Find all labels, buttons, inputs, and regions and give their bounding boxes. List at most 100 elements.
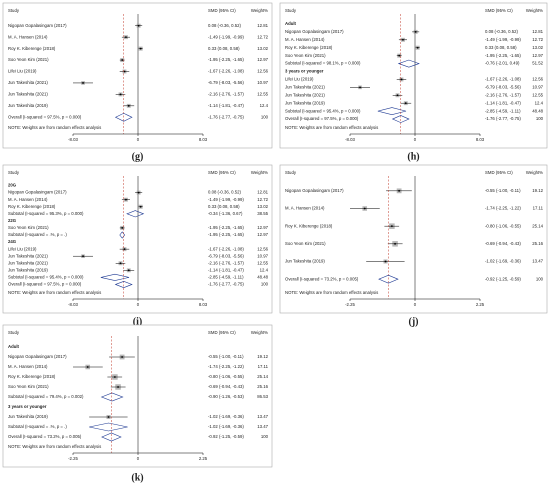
- x-tick-label: 0: [137, 456, 140, 461]
- weight-label: 12.72: [257, 34, 268, 39]
- note: NOTE: Weights are from random effects an…: [8, 444, 101, 449]
- study-label: Jun Takeshita (2021): [8, 92, 48, 97]
- study-label: Roy K. Kiberenge (2018): [8, 46, 56, 51]
- study-label: Subtotal (I-squared = 95.4%, p = 0.000): [8, 275, 84, 280]
- study-label: Jun Takeshita (2019): [8, 103, 48, 108]
- ci-label: 0.33 (0.08, 0.58): [208, 46, 240, 51]
- summary-diamond: [391, 115, 410, 123]
- x-tick-label: 8.03: [476, 137, 485, 142]
- summary-diamond: [89, 422, 128, 432]
- subgroup-heading: 24G: [8, 239, 17, 244]
- weight-label: 48.48: [532, 108, 543, 113]
- study-label: Soo Yeon Kim (2021): [8, 225, 49, 230]
- ci-label: -1.14 (-1.81, -0.47): [485, 100, 521, 105]
- study-label: Jun Takeshita (2019): [8, 414, 48, 419]
- study-label: Lifei Liu (2019): [285, 77, 314, 82]
- weight-label: 12.97: [257, 232, 268, 237]
- weight-label: 12.97: [257, 225, 268, 230]
- column-header: SMD (95% CI): [208, 330, 236, 335]
- point-estimate: [390, 225, 393, 228]
- ci-label: -1.02 (-1.69, -0.36): [208, 424, 244, 429]
- panel-label: (g): [132, 151, 144, 162]
- weight-label: 25.16: [257, 384, 268, 389]
- ci-label: 0.08 (-0.36, 0.52): [208, 23, 242, 28]
- weight-label: 48.48: [257, 275, 268, 280]
- study-label: Subtotal (I-squared = 79.4%, p = 0.002): [8, 394, 84, 399]
- ci-label: -0.90 (-1.26, -0.53): [208, 394, 244, 399]
- ci-label: -1.67 (-2.26, -1.08): [208, 69, 244, 74]
- summary-diamond: [114, 280, 133, 288]
- study-label: Overall (I-squared = 97.5%, p = 0.000): [285, 116, 359, 121]
- point-estimate: [139, 205, 142, 208]
- study-label: Jun Takeshita (2019): [285, 100, 325, 105]
- study-label: Subtotal (I-squared = .%, p = .): [8, 424, 67, 429]
- ci-label: -6.79 (-8.03, -5.56): [208, 253, 244, 258]
- point-estimate: [82, 255, 84, 258]
- point-estimate: [123, 70, 126, 73]
- weight-label: 25.16: [532, 241, 543, 246]
- note: NOTE: Weights are from random effects an…: [285, 290, 378, 295]
- ci-label: -0.92 (-1.25, -0.59): [208, 434, 244, 439]
- ci-label: -1.76 (-2.77, -0.75): [485, 116, 521, 121]
- summary-diamond: [397, 59, 420, 68]
- ci-label: -0.69 (-0.94, -0.43): [208, 384, 244, 389]
- weight-label: 10.97: [532, 84, 543, 89]
- x-tick-label: 0: [414, 137, 417, 142]
- study-label: Overall (I-squared = 73.2%, p = 0.005): [8, 434, 82, 439]
- weight-label: 12.56: [257, 69, 268, 74]
- weight-label: 19.12: [257, 354, 268, 359]
- column-header: Weight%: [251, 8, 268, 13]
- ci-label: -1.67 (-2.26, -1.08): [485, 77, 521, 82]
- panel-label: (h): [407, 151, 419, 162]
- ci-label: -2.85 (-4.59, -1.11): [485, 108, 521, 113]
- weight-label: 100: [261, 114, 269, 119]
- point-estimate: [113, 376, 116, 378]
- weight-label: 13.02: [257, 204, 268, 209]
- column-header: Study: [8, 330, 20, 335]
- weight-label: 12.55: [532, 92, 543, 97]
- study-label: Nigopan Gopalasingam (2017): [285, 188, 344, 193]
- weight-label: 19.12: [532, 188, 543, 193]
- ci-label: 0.33 (0.08, 0.58): [208, 204, 240, 209]
- study-label: Soo Yeon Kim (2021): [8, 384, 49, 389]
- note: NOTE: Weights are from random effects an…: [8, 125, 101, 130]
- study-label: Soo Yeon Kim (2021): [8, 57, 49, 62]
- column-header: SMD (95% CI): [208, 8, 236, 13]
- study-label: M. A. Hansen (2014): [285, 206, 325, 211]
- weight-label: 12.55: [257, 92, 268, 97]
- panel-label: (j): [409, 316, 419, 327]
- point-estimate: [119, 93, 122, 96]
- summary-diamond: [378, 274, 399, 284]
- ci-label: -0.55 (-1.00, -0.11): [485, 188, 521, 193]
- point-estimate: [125, 198, 127, 201]
- x-tick-label: 0: [414, 302, 417, 307]
- point-estimate: [137, 24, 140, 27]
- weight-label: 12.81: [257, 190, 268, 195]
- ci-label: -1.76 (-2.77, -0.75): [208, 282, 244, 287]
- point-estimate: [139, 47, 142, 50]
- column-header: Study: [8, 8, 20, 13]
- study-label: Overall (I-squared = 97.5%, p = 0.000): [8, 282, 82, 287]
- study-label: Jun Takeshita (2019): [285, 259, 325, 264]
- ci-label: 0.08 (-0.36, 0.52): [208, 190, 242, 195]
- ci-label: -0.69 (-0.94, -0.43): [485, 241, 521, 246]
- ci-label: -1.95 (-2.25, -1.65): [208, 232, 244, 237]
- ci-label: -0.80 (-1.06, -0.55): [208, 374, 244, 379]
- point-estimate: [402, 38, 404, 41]
- weight-label: 17.11: [533, 206, 544, 211]
- subgroup-heading: 22G: [8, 218, 17, 223]
- summary-diamond: [126, 210, 145, 218]
- ci-label: -1.74 (-2.25, -1.22): [208, 364, 244, 369]
- column-header: Weight%: [251, 330, 268, 335]
- ci-label: -1.49 (-1.99, -0.99): [208, 34, 244, 39]
- point-estimate: [396, 94, 399, 97]
- point-estimate: [416, 46, 419, 49]
- x-tick-label: 0: [137, 137, 140, 142]
- point-estimate: [394, 242, 396, 245]
- weight-label: 51.52: [532, 61, 543, 66]
- ci-label: -1.49 (-1.99, -0.99): [485, 37, 521, 42]
- panel-frame: [2, 164, 273, 314]
- x-tick-label: 2.25: [199, 456, 208, 461]
- point-estimate: [119, 262, 122, 265]
